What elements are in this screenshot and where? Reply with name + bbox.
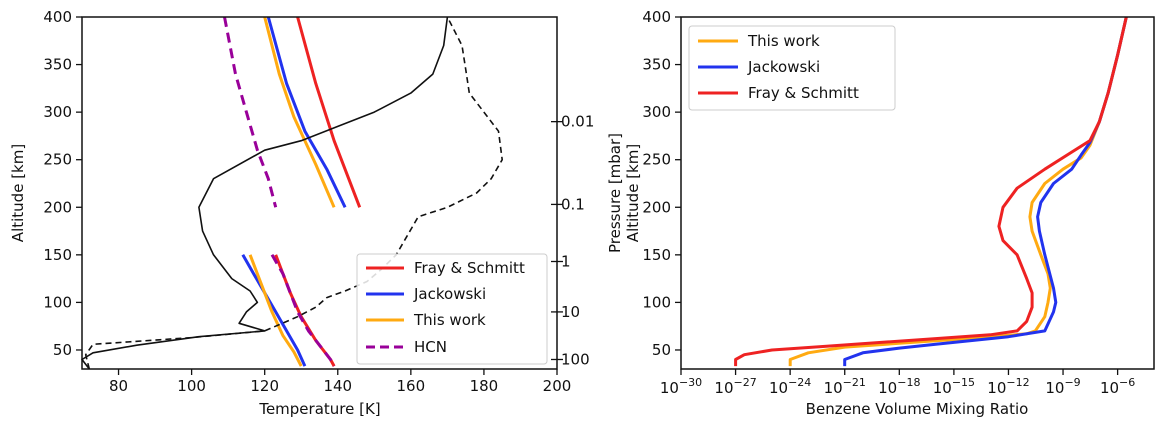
series-line-this-work-2-0 xyxy=(263,16,336,208)
left-x-tick-label: 200 xyxy=(543,377,572,395)
pressure-tick-label: 0.1 xyxy=(561,195,585,213)
left-y-ticks: 50 100 150 200 250 300 350 400 xyxy=(43,8,82,359)
legend-label-jackowski-right: Jackowski xyxy=(747,58,820,76)
left-y-tick-label: 150 xyxy=(43,246,72,264)
left-y-tick-label: 200 xyxy=(43,198,72,216)
left-x-tick-label: 140 xyxy=(323,377,352,395)
left-x-axis-label: Temperature [K] xyxy=(258,400,380,418)
left-y-tick-label: 300 xyxy=(43,103,72,121)
left-pressure-ticks: 0.01 0.1 1 10 100 xyxy=(551,113,594,368)
left-legend-box xyxy=(356,253,548,365)
right-x-tick-label: 10−27 xyxy=(714,376,756,397)
left-y-tick-label: 400 xyxy=(43,8,72,26)
right-y-tick-label: 250 xyxy=(642,151,671,169)
series-line-fray-schmitt-0-0 xyxy=(296,16,362,208)
series-line-fray-schmitt-0-1 xyxy=(274,254,336,367)
left-y-tick-label: 250 xyxy=(43,151,72,169)
pressure-tick-label: 1 xyxy=(561,252,571,270)
right-y-tick-label: 150 xyxy=(642,246,671,264)
right-series-group xyxy=(734,16,1128,367)
left-x-tick-label: 80 xyxy=(109,377,128,395)
right-axes-frame xyxy=(680,16,1155,370)
left-chart-panel: 80 100 120 140 160 180 200 50 100 150 200 250 300 35… xyxy=(9,8,624,418)
right-y-tick-label: 300 xyxy=(642,103,671,121)
left-x-tick-label: 100 xyxy=(177,377,206,395)
right-x-tick-label: 10−9 xyxy=(1045,376,1080,397)
left-y-tick-label: 350 xyxy=(43,56,72,74)
right-x-tick-label: 10−24 xyxy=(769,376,811,397)
right-y-ticks: 50 100 150 200 250 300 350 400 xyxy=(642,8,681,359)
left-series-group xyxy=(81,16,504,370)
right-x-tick-label: 10−6 xyxy=(1100,376,1135,397)
left-y-tick-label: 50 xyxy=(53,341,72,359)
right-legend: This work Jackowski Fray & Schmitt xyxy=(688,25,896,111)
series-line-jackowski-1-1 xyxy=(241,254,307,367)
right-y-tick-label: 100 xyxy=(642,293,671,311)
left-x-tick-label: 180 xyxy=(470,377,499,395)
right-legend-box xyxy=(688,25,896,111)
left-axes-frame xyxy=(81,16,558,370)
right-x-axis-label: Benzene Volume Mixing Ratio xyxy=(806,400,1029,418)
legend-label-hcn: HCN xyxy=(414,338,447,356)
right-y-tick-label: 400 xyxy=(642,8,671,26)
left-y-axis-label: Altitude [km] xyxy=(9,144,27,242)
left-legend: Fray & Schmitt Jackowski This work HCN xyxy=(356,253,548,365)
right-x-tick-label: 10−18 xyxy=(878,376,920,397)
series-line-reference-5-0 xyxy=(84,16,504,370)
series-line-jackowski-1-0 xyxy=(266,16,347,208)
left-x-tick-label: 160 xyxy=(397,377,426,395)
legend-label-fray-schmitt: Fray & Schmitt xyxy=(414,259,525,277)
legend-label-this-work: This work xyxy=(413,311,486,329)
right-x-tick-label: 10−21 xyxy=(824,376,866,397)
series-line-hcn-3-0 xyxy=(223,16,278,208)
left-y-tick-label: 100 xyxy=(43,293,72,311)
right-y-tick-label: 350 xyxy=(642,56,671,74)
pressure-tick-label: 100 xyxy=(561,350,590,368)
right-y-tick-label: 50 xyxy=(652,341,671,359)
left-x-ticks: 80 100 120 140 160 180 200 xyxy=(109,369,571,395)
right-x-tick-label: 10−12 xyxy=(987,376,1029,397)
series-line-this-work-2-1 xyxy=(248,254,303,367)
pressure-tick-label: 0.01 xyxy=(561,113,594,131)
series-line-this-work-right xyxy=(788,16,1128,367)
right-x-tick-label: 10−30 xyxy=(660,376,702,397)
left-y2-axis-label: Pressure [mbar] xyxy=(606,133,624,253)
pressure-tick-label: 10 xyxy=(561,303,580,321)
right-x-ticks: 10−30 10−27 10−24 10−21 10−18 10−15 10−12 10−9 1… xyxy=(660,369,1135,397)
right-y-axis-label: Altitude [km] xyxy=(624,144,642,242)
right-y-tick-label: 200 xyxy=(642,198,671,216)
legend-label-jackowski: Jackowski xyxy=(413,285,486,303)
legend-label-this-work-right: This work xyxy=(747,32,820,50)
series-line-fray-schmitt-right xyxy=(734,16,1128,367)
series-line-reference-4-0 xyxy=(81,16,449,370)
right-x-tick-label: 10−15 xyxy=(933,376,975,397)
legend-label-fray-schmitt-right: Fray & Schmitt xyxy=(748,84,859,102)
left-x-tick-label: 120 xyxy=(250,377,279,395)
series-line-hcn-3-1 xyxy=(270,254,336,367)
right-chart-panel: 10−30 10−27 10−24 10−21 10−18 10−15 10−12 10−9 1… xyxy=(624,8,1155,418)
